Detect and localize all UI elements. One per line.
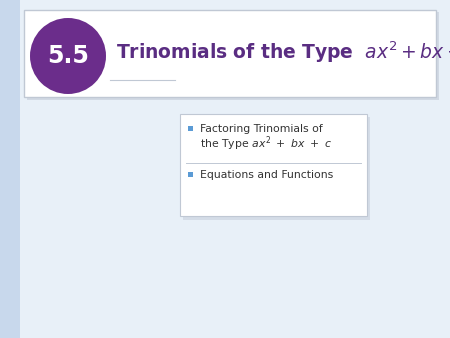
Text: the Type $ax^2\ +\ bx\ +\ c$: the Type $ax^2\ +\ bx\ +\ c$: [200, 135, 332, 153]
Bar: [0, 0, 20, 338]
Text: Factoring Trinomials of: Factoring Trinomials of: [200, 124, 323, 134]
Circle shape: [30, 18, 106, 94]
Text: Equations and Functions: Equations and Functions: [200, 170, 333, 180]
Text: $\mathbf{Trinomials\ of\ the\ Type}\ \ ax^2 + bx + c$: $\mathbf{Trinomials\ of\ the\ Type}\ \ a…: [116, 39, 450, 65]
FancyBboxPatch shape: [180, 114, 367, 216]
FancyBboxPatch shape: [183, 117, 370, 220]
Bar: [188, 172, 193, 177]
Bar: [188, 126, 193, 131]
Text: 5.5: 5.5: [47, 44, 89, 68]
FancyBboxPatch shape: [24, 10, 436, 97]
FancyBboxPatch shape: [27, 12, 439, 100]
